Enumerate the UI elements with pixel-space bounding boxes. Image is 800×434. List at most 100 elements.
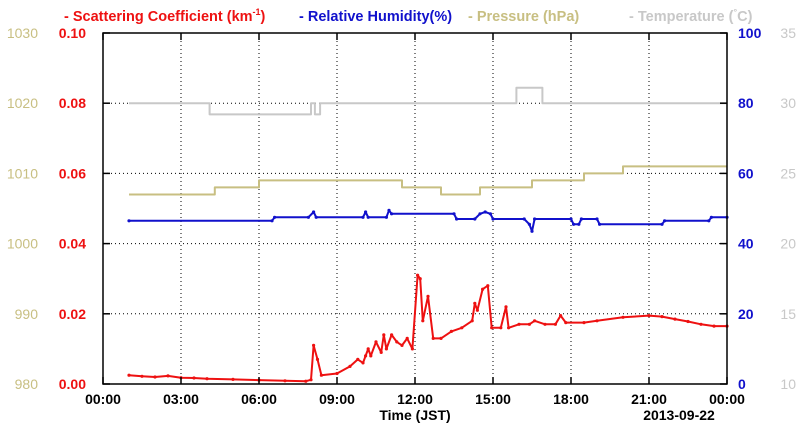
data-point-humidity <box>473 217 477 221</box>
data-point-humidity <box>569 217 573 221</box>
data-point-scattering <box>439 336 443 340</box>
series-pressure <box>129 165 727 196</box>
data-point-scattering <box>166 374 170 378</box>
data-point-scattering <box>304 379 308 383</box>
pressure-tick-label: 1020 <box>7 95 38 111</box>
scattering-tick-label: 0.10 <box>59 25 86 41</box>
chart-legend: - Scattering Coefficient (km-1) - Relativ… <box>64 7 753 25</box>
data-point-scattering <box>192 376 196 380</box>
pressure-tick-label: 990 <box>15 306 39 322</box>
humidity-tick-label: 60 <box>738 165 754 181</box>
data-point-scattering <box>361 361 365 365</box>
data-point-scattering <box>660 315 664 319</box>
data-point-scattering <box>416 273 420 277</box>
legend-item: - Scattering Coefficient (km-1) <box>64 7 266 25</box>
humidity-tick-label: 40 <box>738 236 754 252</box>
x-tick-label: 12:00 <box>397 391 433 407</box>
data-point-scattering <box>699 322 703 326</box>
data-point-scattering <box>153 375 157 379</box>
data-point-scattering <box>517 322 521 326</box>
data-point-scattering <box>490 326 494 330</box>
series-humidity <box>127 208 729 233</box>
x-tick-label: 15:00 <box>475 391 511 407</box>
legend-label: - Relative Humidity(%) <box>299 9 452 25</box>
data-point-scattering <box>686 319 690 324</box>
temperature-tick-label: 35 <box>780 25 796 41</box>
data-point-scattering <box>470 319 474 323</box>
legend-item: - Temperature (°C) <box>629 7 753 25</box>
data-point-scattering <box>140 374 144 378</box>
series-temperature <box>129 86 727 116</box>
legend-label-close: ) <box>261 9 266 25</box>
data-point-scattering <box>374 340 378 344</box>
axis-ticks <box>102 32 728 385</box>
data-point-scattering <box>382 333 386 337</box>
data-point-scattering <box>421 319 425 323</box>
pressure-tick-label: 1030 <box>7 25 38 41</box>
data-point-humidity <box>707 219 711 223</box>
pressure-tick-label: 1010 <box>7 165 38 181</box>
data-point-scattering <box>426 294 430 298</box>
data-point-scattering <box>460 326 464 330</box>
data-point-scattering <box>315 357 320 361</box>
x-tick-label: 09:00 <box>319 391 355 407</box>
data-point-scattering <box>673 317 677 321</box>
data-point-scattering <box>283 379 287 383</box>
data-point-humidity <box>452 212 456 216</box>
data-point-scattering <box>379 350 383 354</box>
scattering-tick-label: 0.00 <box>59 376 86 392</box>
data-point-scattering <box>205 377 209 381</box>
data-point-scattering <box>431 336 435 340</box>
x-axis-title: Time (JST) <box>379 407 450 423</box>
data-point-scattering <box>475 308 479 312</box>
legend-label: - Pressure (hPa) <box>468 9 579 25</box>
series-line-temperature <box>129 86 727 116</box>
data-point-humidity <box>709 215 714 219</box>
scattering-tick-label: 0.06 <box>59 165 86 181</box>
legend-degree: ° <box>733 7 737 17</box>
data-point-humidity <box>361 215 365 219</box>
legend-label-close: C) <box>737 9 752 25</box>
data-point-humidity <box>579 217 584 221</box>
x-tick-label: 00:00 <box>709 391 745 407</box>
data-point-scattering <box>348 364 352 368</box>
x-tick-label: 06:00 <box>241 391 277 407</box>
data-point-scattering <box>712 324 716 328</box>
data-point-scattering <box>390 333 394 337</box>
series-line-humidity <box>129 209 727 233</box>
pressure-tick-label: 980 <box>15 376 39 392</box>
data-point-humidity <box>577 222 581 226</box>
data-point-scattering <box>533 319 537 323</box>
data-point-scattering <box>564 321 568 325</box>
data-point-humidity <box>384 215 388 219</box>
data-point-humidity <box>312 210 316 214</box>
x-tick-label: 03:00 <box>163 391 199 407</box>
data-point-humidity <box>314 215 318 219</box>
humidity-tick-label: 100 <box>738 25 762 41</box>
data-point-scattering <box>127 373 131 377</box>
data-point-humidity <box>366 215 370 219</box>
humidity-tick-label: 20 <box>738 306 754 322</box>
data-point-scattering <box>309 378 313 382</box>
data-point-scattering <box>384 347 388 351</box>
data-point-humidity <box>598 222 602 226</box>
legend-label: - Temperature ( <box>629 9 734 25</box>
data-point-humidity <box>522 217 526 221</box>
data-point-humidity <box>270 219 274 223</box>
data-point-humidity <box>390 212 394 216</box>
data-point-humidity <box>527 222 532 226</box>
data-point-scattering <box>356 357 360 361</box>
data-point-humidity <box>306 215 310 219</box>
data-point-scattering <box>369 354 373 358</box>
data-point-humidity <box>595 217 599 221</box>
scattering-tick-label: 0.08 <box>59 95 86 111</box>
series-line-scattering <box>128 274 727 383</box>
x-tick-label: 18:00 <box>553 391 589 407</box>
data-point-humidity <box>387 208 391 212</box>
temperature-tick-label: 20 <box>780 236 796 252</box>
temperature-tick-label: 30 <box>780 95 796 111</box>
data-point-humidity <box>273 215 277 219</box>
humidity-tick-label: 0 <box>738 376 746 392</box>
data-point-humidity <box>483 210 487 214</box>
